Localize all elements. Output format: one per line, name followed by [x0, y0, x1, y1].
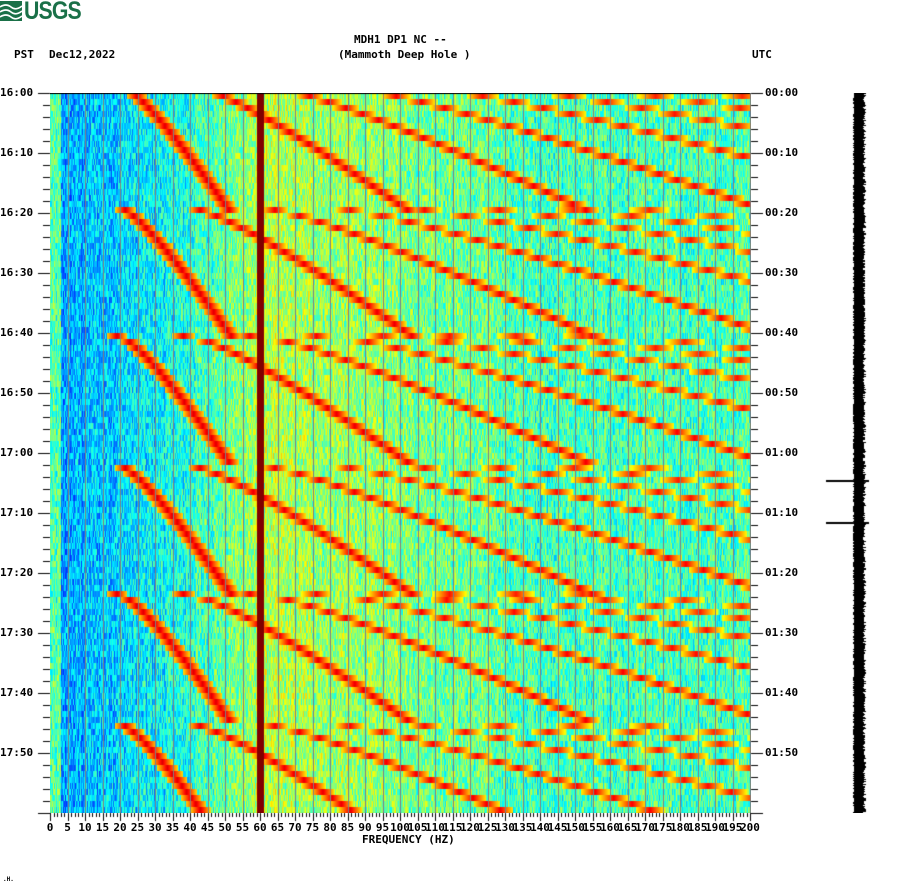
x-tick-label: 145 [547, 821, 568, 834]
x-tick-label: 105 [407, 821, 428, 834]
x-tick-label: 30 [148, 821, 162, 834]
x-tick-label: 170 [635, 821, 655, 834]
x-tick-label: 200 [740, 821, 760, 834]
x-tick-label: 185 [687, 821, 708, 834]
x-tick-label: 40 [183, 821, 197, 834]
x-tick-label: 80 [323, 821, 337, 834]
x-tick-label: 65 [270, 821, 285, 834]
x-tick-label: 110 [425, 821, 445, 834]
x-tick-label: 45 [200, 821, 215, 834]
x-tick-label: 125 [477, 821, 498, 834]
x-tick-label: 15 [95, 821, 110, 834]
x-tick-label: 155 [582, 821, 603, 834]
x-tick-label: 5 [64, 821, 71, 834]
x-tick-label: 190 [705, 821, 725, 834]
x-tick-label: 160 [600, 821, 620, 834]
x-tick-label: 130 [495, 821, 515, 834]
x-tick-label: 60 [253, 821, 267, 834]
x-tick-label: 20 [113, 821, 127, 834]
x-tick-label: 165 [617, 821, 638, 834]
x-tick-label: 180 [670, 821, 690, 834]
x-tick-label: 70 [288, 821, 302, 834]
x-tick-label: 100 [390, 821, 410, 834]
x-tick-label: 195 [722, 821, 743, 834]
seismogram-trace [852, 93, 868, 813]
x-axis-label: FREQUENCY (HZ) [362, 833, 455, 846]
x-tick-label: 75 [305, 821, 320, 834]
x-tick-label: 90 [358, 821, 372, 834]
x-tick-label: 50 [218, 821, 232, 834]
x-tick-label: 10 [78, 821, 92, 834]
x-tick-label: 150 [565, 821, 585, 834]
footer-mark: .H. [3, 876, 14, 883]
x-tick-label: 85 [340, 821, 355, 834]
x-tick-label: 115 [442, 821, 463, 834]
x-tick-label: 0 [46, 821, 54, 834]
x-tick-label: 140 [530, 821, 550, 834]
x-tick-label: 95 [375, 821, 390, 834]
x-tick-label: 175 [652, 821, 673, 834]
x-tick-label: 25 [130, 821, 145, 834]
x-tick-label: 120 [460, 821, 480, 834]
x-tick-label: 35 [165, 821, 180, 834]
x-tick-label: 55 [235, 821, 250, 834]
x-tick-label: 135 [512, 821, 533, 834]
